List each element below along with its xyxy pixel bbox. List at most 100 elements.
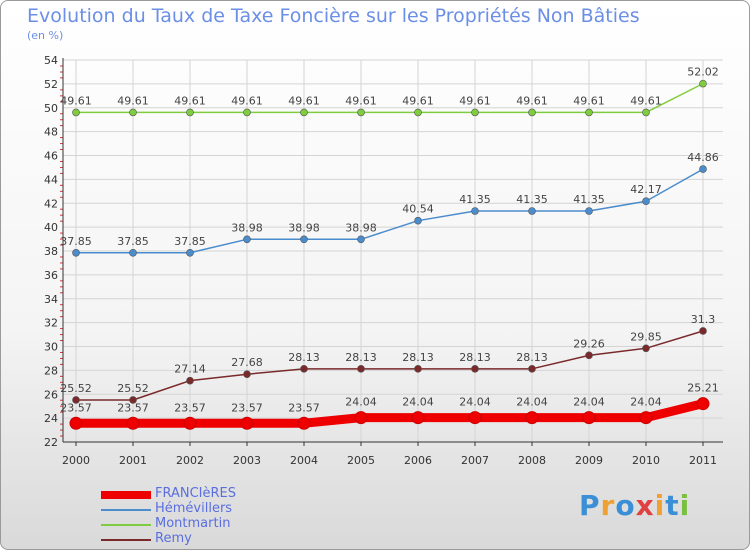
data-point [183,416,197,430]
data-point [69,416,83,430]
y-tick-label: 42 [44,197,58,210]
data-label: 23.57 [117,401,149,414]
logo-letter: P [579,489,601,522]
data-point [357,365,365,373]
data-label: 28.13 [345,351,377,364]
data-label: 49.61 [117,94,149,107]
data-label: 28.13 [516,351,548,364]
x-tick-label: 2000 [62,454,90,467]
series-line [71,399,708,428]
data-point [186,108,194,117]
data-point [72,248,80,257]
logo-letter: o [615,489,636,522]
series-line [75,82,704,114]
series-h-m-villers [72,165,707,257]
data-label: 27.68 [231,356,263,369]
data-label: 49.61 [516,94,548,107]
data-point [72,396,80,404]
data-point [186,376,194,385]
logo-letter: i [654,489,666,522]
chart-subtitle: (en %) [27,29,64,42]
x-tick-label: 2004 [290,454,318,467]
data-label: 49.61 [231,94,263,107]
data-label: 24.04 [573,396,605,409]
y-tick-label: 22 [44,436,58,449]
data-point [300,365,308,373]
data-point [357,235,365,244]
data-label: 29.85 [630,330,662,343]
data-point [642,197,650,206]
chart-legend: FRANCIèRES Hémévillers Montmartin Remy [101,486,401,547]
legend-item: FRANCIèRES [101,486,401,502]
legend-label: Hémévillers [155,501,233,516]
data-label: 49.61 [174,94,206,107]
data-point [414,108,422,117]
series-remy [72,327,707,404]
y-tick-label: 26 [44,388,58,401]
legend-swatch [101,491,151,499]
data-label: 37.85 [174,235,206,248]
data-label: 42.17 [630,183,662,196]
x-tick-label: 2008 [518,454,546,467]
data-label: 37.85 [117,235,149,248]
data-point [240,416,254,430]
data-label: 27.14 [174,363,206,376]
legend-swatch [101,524,151,526]
data-point [129,108,137,117]
data-point [471,365,479,373]
series-line [75,330,704,401]
data-point [414,216,422,225]
data-point [72,108,80,117]
data-label: 40.54 [402,203,434,216]
legend-label: Montmartin [155,516,231,531]
logo-letter: x [635,489,655,522]
grid [63,59,723,443]
data-label: 38.98 [288,221,320,234]
data-point [582,411,596,425]
x-tick-label: 2001 [119,454,147,467]
data-label: 41.35 [459,193,491,206]
x-tick-label: 2007 [461,454,489,467]
y-tick-label: 30 [44,341,58,354]
proxiti-logo: Proxiti [579,489,690,522]
data-labels: 23.57 23.57 23.57 23.57 23.57 24.04 24.04 24.04… [60,66,719,415]
x-tick-label: 2009 [575,454,603,467]
data-point [243,235,251,244]
chart-title: Evolution du Taux de Taxe Foncière sur l… [27,5,640,27]
data-point [129,248,137,257]
data-point [471,207,479,215]
logo-letter: i [679,489,691,522]
data-point [528,108,536,117]
data-label: 49.61 [402,94,434,107]
data-label: 28.13 [459,351,491,364]
legend-swatch [101,509,151,511]
data-label: 24.04 [630,396,662,409]
data-point [414,365,422,373]
data-point [642,344,650,353]
legend-label: FRANCIèRES [155,486,237,501]
data-label: 41.35 [573,193,605,206]
legend-label: Remy [155,531,192,546]
data-point [411,411,425,425]
data-label: 28.13 [288,351,320,364]
data-label: 29.26 [573,337,605,350]
data-label: 23.57 [288,401,320,414]
x-tick-label: 2002 [176,454,204,467]
data-label: 23.57 [60,401,92,414]
x-tick-label: 2005 [347,454,375,467]
data-point [699,165,707,173]
data-point [243,370,251,378]
data-point [639,411,653,425]
data-label: 25.21 [687,382,719,395]
data-label: 49.61 [573,94,605,107]
legend-item: Montmartin [101,516,401,532]
data-point [585,108,593,117]
legend-item: Remy [101,531,401,547]
data-label: 37.85 [60,235,92,248]
data-label: 24.04 [516,396,548,409]
axes: 22 24 26 28 30 32 34 36 38 40 42 44 46 48 50 52 54 2000 20… [44,54,723,467]
y-tick-label: 52 [44,78,58,91]
data-point [699,327,707,335]
data-point [468,411,482,425]
x-tick-label: 2003 [233,454,261,467]
